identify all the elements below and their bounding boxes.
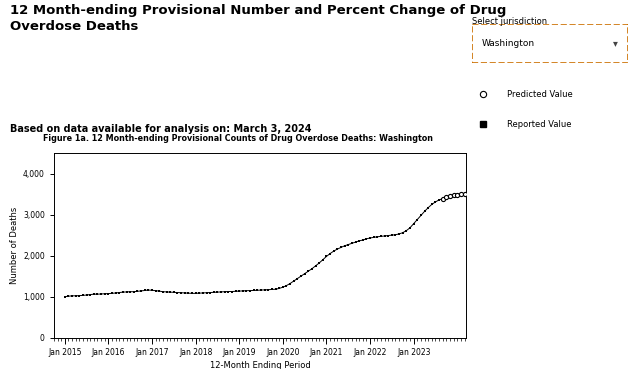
Text: ▾: ▾ [613,38,618,48]
Y-axis label: Number of Deaths: Number of Deaths [10,207,19,284]
X-axis label: 12-Month Ending Period: 12-Month Ending Period [210,361,310,369]
Text: Washington: Washington [482,39,534,48]
FancyBboxPatch shape [472,24,628,63]
Text: 12 Month-ending Provisional Number and Percent Change of Drug
Overdose Deaths: 12 Month-ending Provisional Number and P… [10,4,506,33]
Text: Reported Value: Reported Value [507,120,571,129]
Text: Figure 1a. 12 Month-ending Provisional Counts of Drug Overdose Deaths: Washingto: Figure 1a. 12 Month-ending Provisional C… [42,134,433,143]
Text: Predicted Value: Predicted Value [507,90,573,99]
Text: Based on data available for analysis on: March 3, 2024: Based on data available for analysis on:… [10,124,311,134]
Text: Select jurisdiction: Select jurisdiction [472,17,547,25]
